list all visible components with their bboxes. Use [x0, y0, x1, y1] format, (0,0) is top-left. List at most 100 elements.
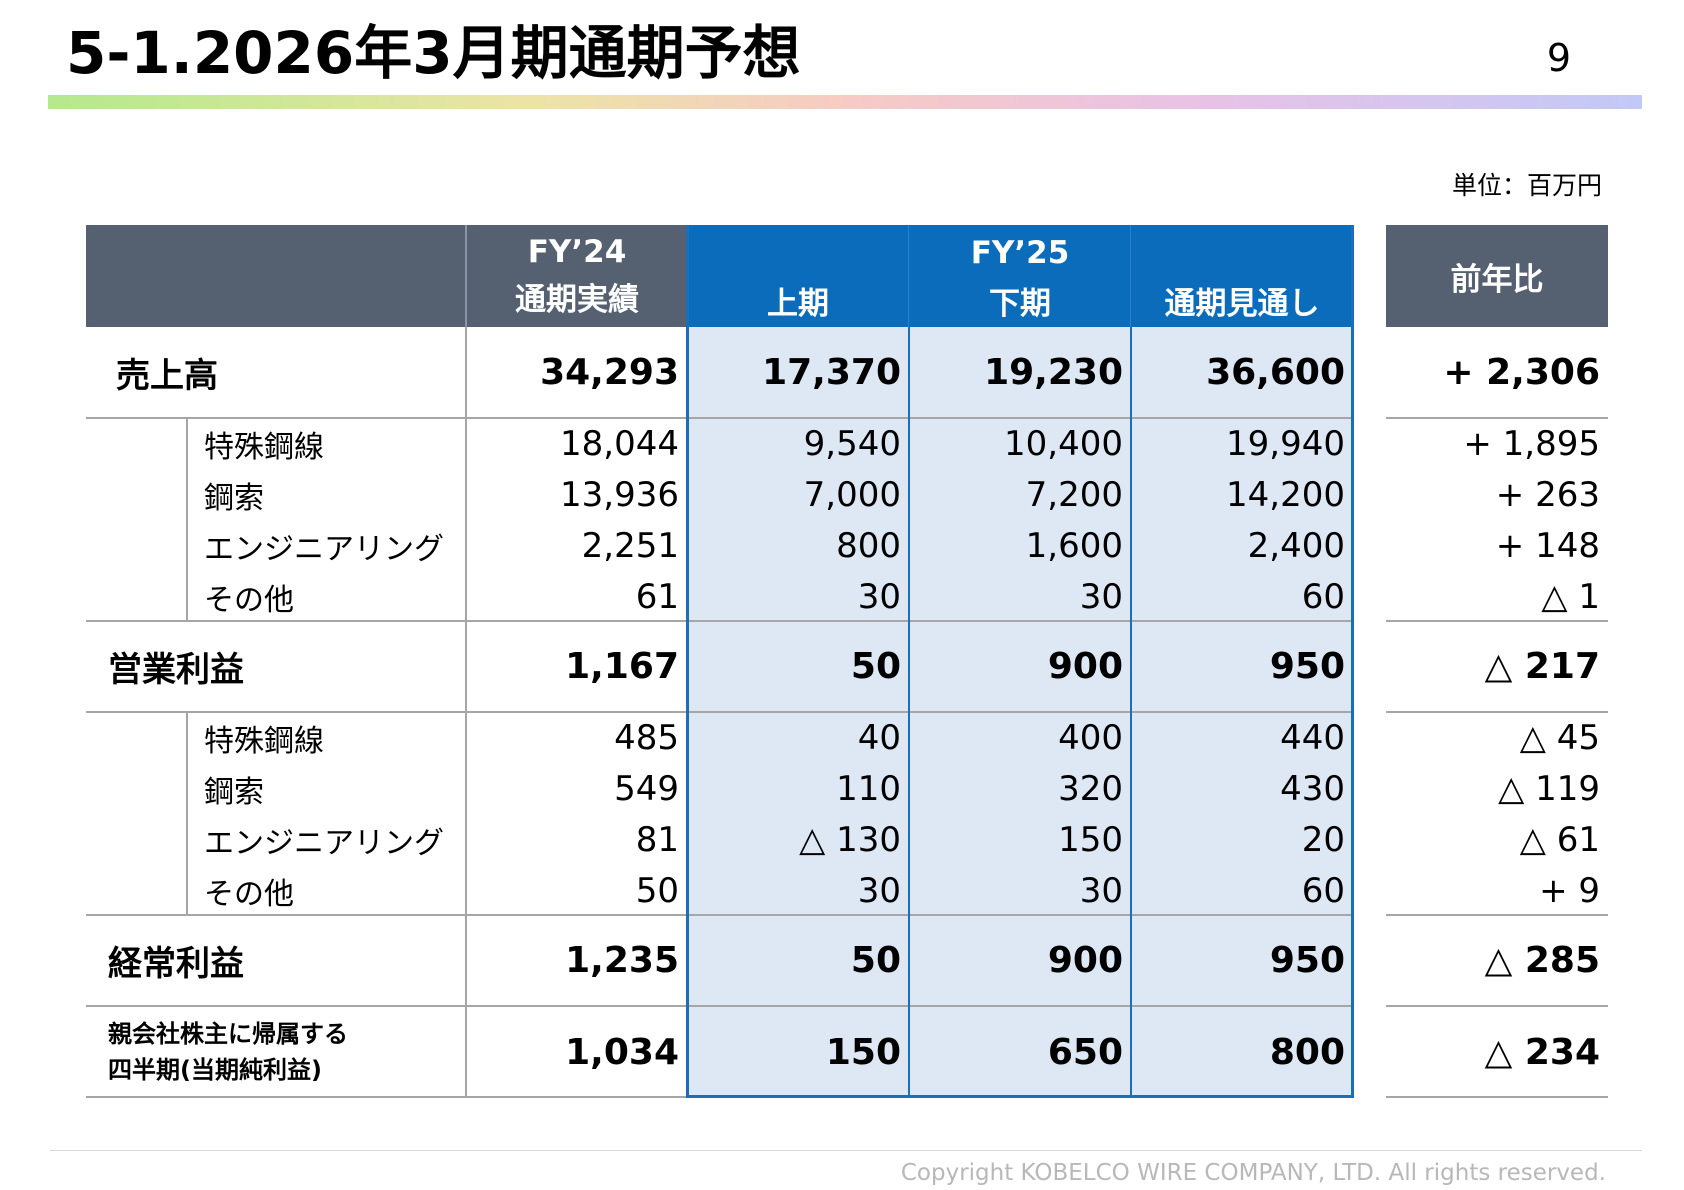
- rule-yoy-1: [1386, 620, 1608, 622]
- rule-yoy-5: [1386, 1096, 1608, 1098]
- operating-row-2-full: 20: [1301, 819, 1345, 860]
- page-number: 9: [1546, 36, 1571, 80]
- header-fy25-divider-1: [1130, 225, 1131, 327]
- header-fy24-year: FY’24: [527, 234, 627, 270]
- copyright-text: Copyright KOBELCO WIRE COMPANY, LTD. All…: [900, 1160, 1606, 1186]
- sales-row-1-label: 鋼索: [204, 480, 264, 516]
- operating-row-3-h2: 30: [1079, 870, 1123, 911]
- sales-row-0-h1: 9,540: [803, 423, 901, 464]
- net-income-h1: 150: [825, 1031, 901, 1073]
- rule-col-fy24-left: [465, 327, 467, 1098]
- operating-row-3-fy24: 50: [635, 870, 679, 911]
- sales-row-2-h2: 1,600: [1025, 525, 1123, 566]
- sales-row-0-label: 特殊鋼線: [204, 429, 324, 465]
- header-fy25-band: [687, 225, 1353, 327]
- header-fy24-sub: 通期実績: [515, 282, 639, 318]
- fy25-frame-bottom: [687, 1095, 1353, 1098]
- operating-total-h1: 50: [850, 645, 901, 687]
- sales-row-0-yoy: + 1,895: [1463, 423, 1600, 464]
- net-income-label-line2: 四半期(当期純利益): [108, 1056, 322, 1084]
- operating-row-1-fy24: 549: [614, 768, 679, 809]
- operating-row-3-h1: 30: [857, 870, 901, 911]
- sales-row-0-full: 19,940: [1226, 423, 1345, 464]
- header-fy25-divider-0: [908, 225, 909, 327]
- operating-row-3-full: 60: [1301, 870, 1345, 911]
- operating-row-2-fy24: 81: [635, 819, 679, 860]
- unit-label: 単位：百万円: [1451, 171, 1602, 200]
- header-yoy: 前年比: [1386, 225, 1608, 327]
- fy25-frame-left: [686, 225, 689, 1098]
- operating-row-1-h1: 110: [836, 768, 901, 809]
- operating-row-2-h2: 150: [1058, 819, 1123, 860]
- sales-row-2-h1: 800: [836, 525, 901, 566]
- operating-total-h2: 900: [1047, 645, 1123, 687]
- sales-row-2-fy24: 2,251: [581, 525, 679, 566]
- operating-row-2-h1: △ 130: [799, 819, 901, 860]
- operating-row-1-yoy: △ 119: [1498, 768, 1600, 809]
- sales-total-h2: 19,230: [984, 351, 1123, 393]
- sales-row-1-h2: 7,200: [1025, 474, 1123, 515]
- sales-row-2-yoy: + 148: [1495, 525, 1600, 566]
- sales-total-h1: 17,370: [762, 351, 901, 393]
- sales-row-1-full: 14,200: [1226, 474, 1345, 515]
- sales-total-fy24: 34,293: [540, 351, 679, 393]
- header-fy24: FY’24 通期実績: [465, 225, 687, 327]
- rule-operating-indent: [186, 712, 188, 915]
- sales-total-label: 売上高: [116, 355, 218, 396]
- sales-row-3-full: 60: [1301, 576, 1345, 617]
- operating-row-1-label: 鋼索: [204, 774, 264, 810]
- sales-row-3-label: その他: [204, 582, 294, 618]
- operating-row-0-h2: 400: [1058, 717, 1123, 758]
- operating-row-2-label: エンジニアリング: [204, 825, 444, 861]
- sales-row-1-h1: 7,000: [803, 474, 901, 515]
- title-gradient-bar: [48, 95, 1642, 109]
- operating-row-0-full: 440: [1280, 717, 1345, 758]
- operating-total-yoy: △ 217: [1484, 645, 1600, 687]
- header-full-year: 通期見通し: [1164, 285, 1320, 322]
- rule-yoy-4: [1386, 1005, 1608, 1007]
- rule-col-fy25-0: [908, 327, 910, 1098]
- sales-row-1-yoy: + 263: [1495, 474, 1600, 515]
- header-label-blank: [86, 225, 465, 327]
- sales-row-0-h2: 10,400: [1004, 423, 1123, 464]
- header-h2: 下期: [989, 285, 1051, 322]
- ordinary-yoy: △ 285: [1484, 939, 1600, 981]
- sales-row-3-fy24: 61: [635, 576, 679, 617]
- sales-row-3-h2: 30: [1079, 576, 1123, 617]
- rule-yoy-0: [1386, 417, 1608, 419]
- sales-row-3-yoy: △ 1: [1541, 576, 1600, 617]
- ordinary-full: 950: [1269, 939, 1345, 981]
- operating-row-0-label: 特殊鋼線: [204, 723, 324, 759]
- operating-total-full: 950: [1269, 645, 1345, 687]
- fy25-frame-right: [1351, 225, 1354, 1098]
- sales-row-1-fy24: 13,936: [560, 474, 679, 515]
- rule-operating-section-bottom: [86, 914, 1353, 916]
- operating-total-fy24: 1,167: [565, 645, 679, 687]
- rule-sales-section-bottom: [86, 620, 1353, 622]
- ordinary-fy24: 1,235: [565, 939, 679, 981]
- rule-sales-bottom: [86, 417, 1353, 419]
- sales-row-3-h1: 30: [857, 576, 901, 617]
- sales-row-2-full: 2,400: [1247, 525, 1345, 566]
- sales-row-0-fy24: 18,044: [560, 423, 679, 464]
- operating-total-label: 営業利益: [108, 649, 244, 690]
- operating-row-2-yoy: △ 61: [1519, 819, 1600, 860]
- sales-total-full: 36,600: [1206, 351, 1345, 393]
- ordinary-h2: 900: [1047, 939, 1123, 981]
- net-income-label-line1: 親会社株主に帰属する: [108, 1020, 348, 1048]
- net-income-fy24: 1,034: [565, 1031, 679, 1073]
- footer-divider: [50, 1150, 1642, 1151]
- operating-row-0-fy24: 485: [614, 717, 679, 758]
- net-income-h2: 650: [1047, 1031, 1123, 1073]
- ordinary-h1: 50: [850, 939, 901, 981]
- operating-row-1-h2: 320: [1058, 768, 1123, 809]
- rule-ordinary-bottom: [86, 1005, 1353, 1007]
- operating-row-1-full: 430: [1280, 768, 1345, 809]
- sales-row-2-label: エンジニアリング: [204, 531, 444, 567]
- ordinary-label: 経常利益: [108, 943, 244, 984]
- net-income-full: 800: [1269, 1031, 1345, 1073]
- operating-row-3-label: その他: [204, 876, 294, 912]
- operating-row-0-yoy: △ 45: [1519, 717, 1600, 758]
- rule-yoy-3: [1386, 914, 1608, 916]
